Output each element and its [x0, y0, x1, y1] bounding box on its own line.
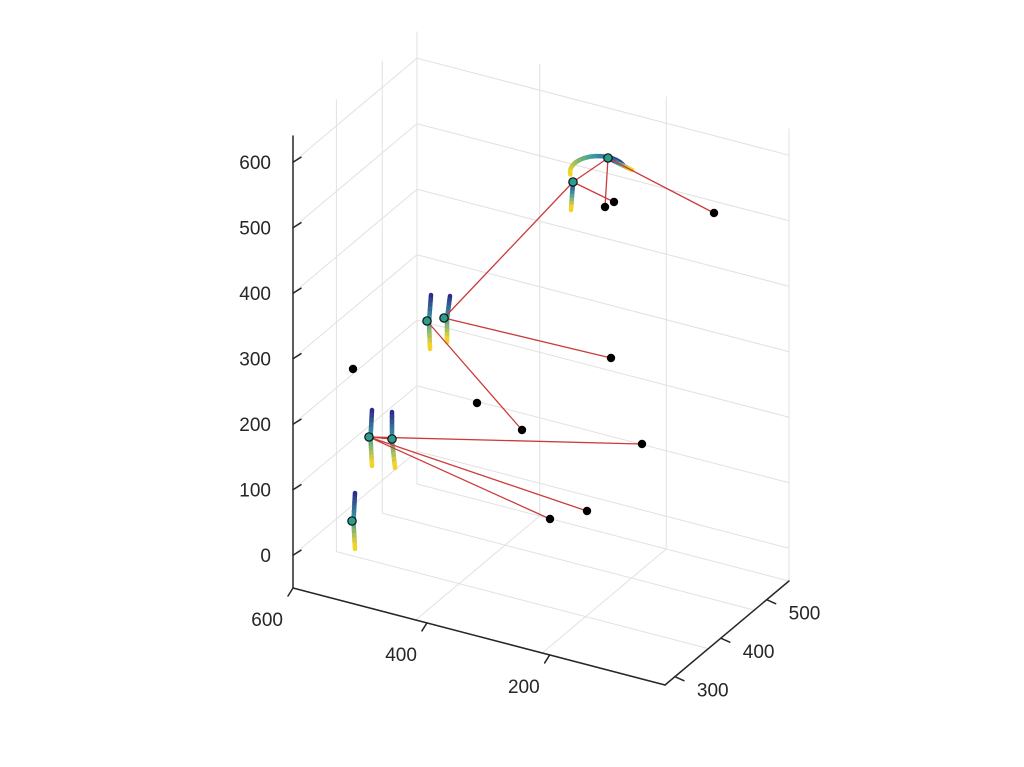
x-tick-label-1: 400	[385, 645, 417, 666]
z-tick-label-4: 400	[239, 284, 271, 305]
node-marker-n4	[422, 316, 432, 326]
y-tick-label-2: 500	[789, 604, 821, 625]
y-tick-label-1: 400	[743, 642, 775, 663]
grid-line-back-z2	[416, 319, 790, 418]
target-point-t5	[637, 439, 647, 449]
z-tick-1	[292, 483, 302, 491]
axes	[287, 135, 790, 686]
grid-line-floor-y0	[335, 551, 709, 650]
node-marker-n1	[347, 516, 357, 526]
link-n7-t10	[607, 157, 715, 214]
z-tick-label-0: 0	[260, 546, 271, 567]
z-tick-label-2: 200	[239, 415, 271, 436]
y-tick-label-0: 300	[697, 681, 729, 702]
y-tick-1	[720, 637, 731, 643]
grid-line-back-z4	[416, 188, 790, 287]
grid-line-left-z6	[292, 57, 418, 163]
x-tick-0	[543, 654, 551, 664]
node-marker-n5	[439, 313, 449, 323]
node-markers	[347, 153, 613, 526]
node-marker-n3	[364, 432, 374, 442]
target-point-t9	[600, 202, 610, 212]
grid-line-left-z1	[292, 385, 418, 491]
link-n5-t4	[443, 317, 612, 359]
grid-line-back-z0	[416, 450, 790, 549]
tick-labels: 0 100 200 300 400 500 600 200 400 600 300 400 500	[239, 153, 820, 701]
z-tick-label-5: 500	[239, 219, 271, 240]
z-tick-2	[292, 418, 302, 425]
link-n6-t8	[572, 181, 615, 203]
link-n6-n7	[572, 157, 609, 183]
z-tick-label-3: 300	[239, 350, 271, 371]
link-n5-n6	[443, 181, 574, 319]
grid-line-back-z3	[416, 254, 790, 353]
grid-line-back-z5	[416, 123, 790, 222]
target-point-t4	[606, 353, 616, 363]
target-point-t7	[545, 514, 555, 524]
z-tick-label-1: 100	[239, 481, 271, 502]
grid-line-floor-x0	[415, 515, 541, 621]
grid-line-left-z3	[292, 254, 418, 360]
box-edge-back-bottom	[416, 483, 790, 582]
grid-line-floor-x1	[541, 548, 667, 654]
x-tick-label-2: 600	[251, 610, 283, 631]
node-marker-n7	[603, 153, 613, 163]
grid-line-floor-y1	[381, 512, 755, 611]
y-tick-2	[765, 598, 777, 605]
grid-line-back-z6	[416, 57, 790, 156]
z-tick-6	[292, 156, 302, 163]
z-tick-3	[292, 352, 302, 360]
target-point-t3	[517, 425, 527, 435]
y-axis-line	[664, 580, 790, 686]
z-tick-5	[292, 221, 302, 229]
x-tick-2	[287, 587, 294, 597]
x-tick-label-0: 200	[508, 677, 540, 698]
link-n3-t5	[368, 436, 643, 445]
target-point-t10	[709, 208, 719, 218]
link-n7-t9	[604, 157, 609, 208]
x-axis-line	[292, 587, 666, 686]
node-marker-n2	[387, 434, 397, 444]
grid-lines	[292, 31, 790, 686]
link-n4-t3	[426, 320, 523, 431]
target-point-t2	[472, 398, 482, 408]
z-tick-4	[292, 287, 302, 294]
link-lines	[368, 157, 715, 520]
z-tick-0	[292, 549, 302, 556]
target-point-t8	[609, 197, 619, 207]
target-point-t1	[348, 364, 358, 374]
target-point-t6	[582, 506, 592, 516]
grid-line-left-z4	[292, 188, 418, 294]
trace-n2-seg-11	[392, 461, 398, 471]
link-n3-t6	[368, 436, 588, 512]
link-n3-t7	[368, 436, 551, 520]
y-tick-0	[674, 675, 685, 682]
z-tick-label-6: 600	[239, 153, 271, 174]
x-tick-1	[421, 622, 428, 632]
node-marker-n6	[568, 177, 578, 187]
target-points	[348, 197, 719, 524]
grid-line-back-z1	[416, 385, 790, 484]
grid-line-left-z5	[292, 123, 418, 229]
